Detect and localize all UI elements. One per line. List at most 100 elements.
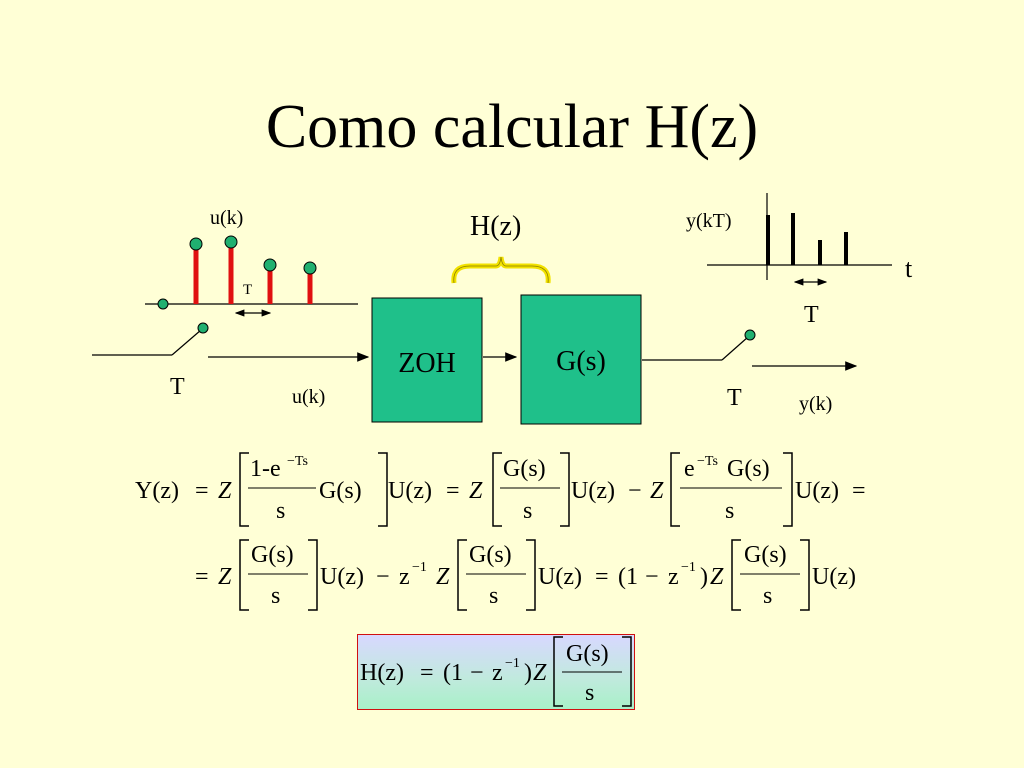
eq2-num3: G(s) (744, 542, 787, 568)
eq1-den1: s (276, 498, 285, 524)
switch-in-period: T (170, 374, 185, 400)
bracket-right (560, 452, 570, 527)
eq1-u2: U(z) (571, 478, 615, 504)
eq2-u3: U(z) (812, 564, 856, 590)
input-sampled-signal: u(k) T (145, 207, 358, 317)
eq1-u1: U(z) (388, 478, 432, 504)
eq2-close: ) (700, 564, 708, 590)
eq2-zinv-base: z (399, 564, 410, 590)
equation-line-2: = Z G(s) s U(z) − z −1 Z G(s) s U(z) = (… (195, 539, 856, 611)
eq1-num2: G(s) (503, 456, 546, 482)
input-sample-dot (263, 258, 277, 272)
eq2-zinv-exp-2: −1 (681, 560, 696, 575)
eq1-equals: = (195, 478, 209, 504)
result-equals: = (420, 660, 434, 686)
bracket-left (553, 636, 563, 707)
small-period-label: T (243, 282, 252, 298)
result-equation: H(z) = (1 − z −1 ) Z G(s) s (360, 636, 632, 707)
result-z-operator: Z (533, 660, 547, 686)
eq1-z-operator: Z (218, 478, 232, 504)
bracket-left (670, 452, 680, 527)
eq2-z-operator-3: Z (710, 564, 724, 590)
time-axis-label: t (905, 254, 913, 283)
eq1-z-operator-2: Z (469, 478, 483, 504)
eq1-num3-exp: −Ts (697, 454, 718, 469)
result-num: G(s) (566, 641, 609, 667)
eq1-lhs: Y(z) (135, 478, 179, 504)
eq2-minus-2: − (645, 564, 659, 590)
bracket-left (239, 539, 249, 611)
input-sampler: T u(k) (92, 322, 370, 408)
result-minus: − (470, 660, 484, 686)
output-sampler: T y(k) (642, 329, 858, 415)
result-zinv-base: z (492, 660, 503, 686)
eq2-open: (1 (618, 564, 638, 590)
eq1-num1-prefix: 1-e (250, 456, 281, 482)
switch-contact (744, 329, 756, 341)
input-sample-dot (224, 235, 238, 249)
input-label-top: u(k) (210, 207, 243, 229)
eq2-num1: G(s) (251, 542, 294, 568)
equation-line-1: Y(z) = Z 1-e −Ts s G(s) U(z) = Z G(s) s … (135, 452, 866, 527)
switch-out-period: T (727, 385, 742, 411)
output-label-bottom: y(k) (799, 393, 832, 415)
input-sample-dot (189, 237, 203, 251)
plant-block: G(s) (520, 294, 642, 425)
output-period-label: T (804, 302, 819, 328)
eq2-den1: s (271, 583, 280, 609)
switch-arm (721, 336, 749, 361)
eq2-z-operator: Z (218, 564, 232, 590)
result-open: (1 (443, 660, 463, 686)
switch-contact (197, 322, 209, 334)
bracket-right (783, 452, 793, 527)
eq1-minus: − (628, 478, 642, 504)
eq1-num3-suffix: G(s) (727, 456, 770, 482)
result-close: ) (524, 660, 532, 686)
bracket-left (731, 539, 741, 611)
bracket-left (492, 452, 502, 527)
zoh-label: ZOH (398, 348, 456, 379)
bracket-left (239, 452, 249, 527)
bracket-right (378, 452, 388, 527)
eq2-zinv-base-2: z (668, 564, 679, 590)
eq1-equals-3: = (852, 478, 866, 504)
eq2-z-operator-2: Z (436, 564, 450, 590)
brace-icon (451, 256, 551, 284)
eq2-num2: G(s) (469, 542, 512, 568)
result-lhs: H(z) (360, 660, 404, 686)
input-sample-dot (303, 261, 317, 275)
eq1-g: G(s) (319, 478, 362, 504)
result-den: s (585, 680, 594, 706)
zoh-block: ZOH (371, 297, 483, 423)
eq2-den2: s (489, 583, 498, 609)
result-zinv-exp: −1 (505, 656, 520, 671)
hz-brace: H(z) (451, 211, 551, 284)
bracket-right (308, 539, 318, 611)
output-label-top: y(kT) (686, 210, 732, 232)
input-label-bottom: u(k) (292, 386, 325, 408)
eq1-u3: U(z) (795, 478, 839, 504)
hz-label: H(z) (470, 211, 521, 242)
plant-label: G(s) (556, 346, 606, 377)
eq1-z-operator-3: Z (650, 478, 664, 504)
switch-arm (171, 329, 202, 356)
eq2-zinv-exp: −1 (412, 560, 427, 575)
input-sample-dot (157, 298, 169, 310)
eq2-equals: = (195, 564, 209, 590)
bracket-right (526, 539, 536, 611)
eq1-num1-exp: −Ts (287, 454, 308, 469)
eq2-den3: s (763, 583, 772, 609)
zoh-rect (371, 297, 483, 423)
output-sampled-signal: y(kT) t T (686, 193, 913, 328)
eq2-minus: − (376, 564, 390, 590)
plant-rect (520, 294, 642, 425)
bracket-right (800, 539, 810, 611)
eq1-equals-2: = (446, 478, 460, 504)
eq2-equals-2: = (595, 564, 609, 590)
eq2-u2: U(z) (538, 564, 582, 590)
bracket-left (457, 539, 467, 611)
bracket-right (622, 636, 632, 707)
eq1-num3-prefix: e (684, 456, 695, 482)
eq2-u1: U(z) (320, 564, 364, 590)
